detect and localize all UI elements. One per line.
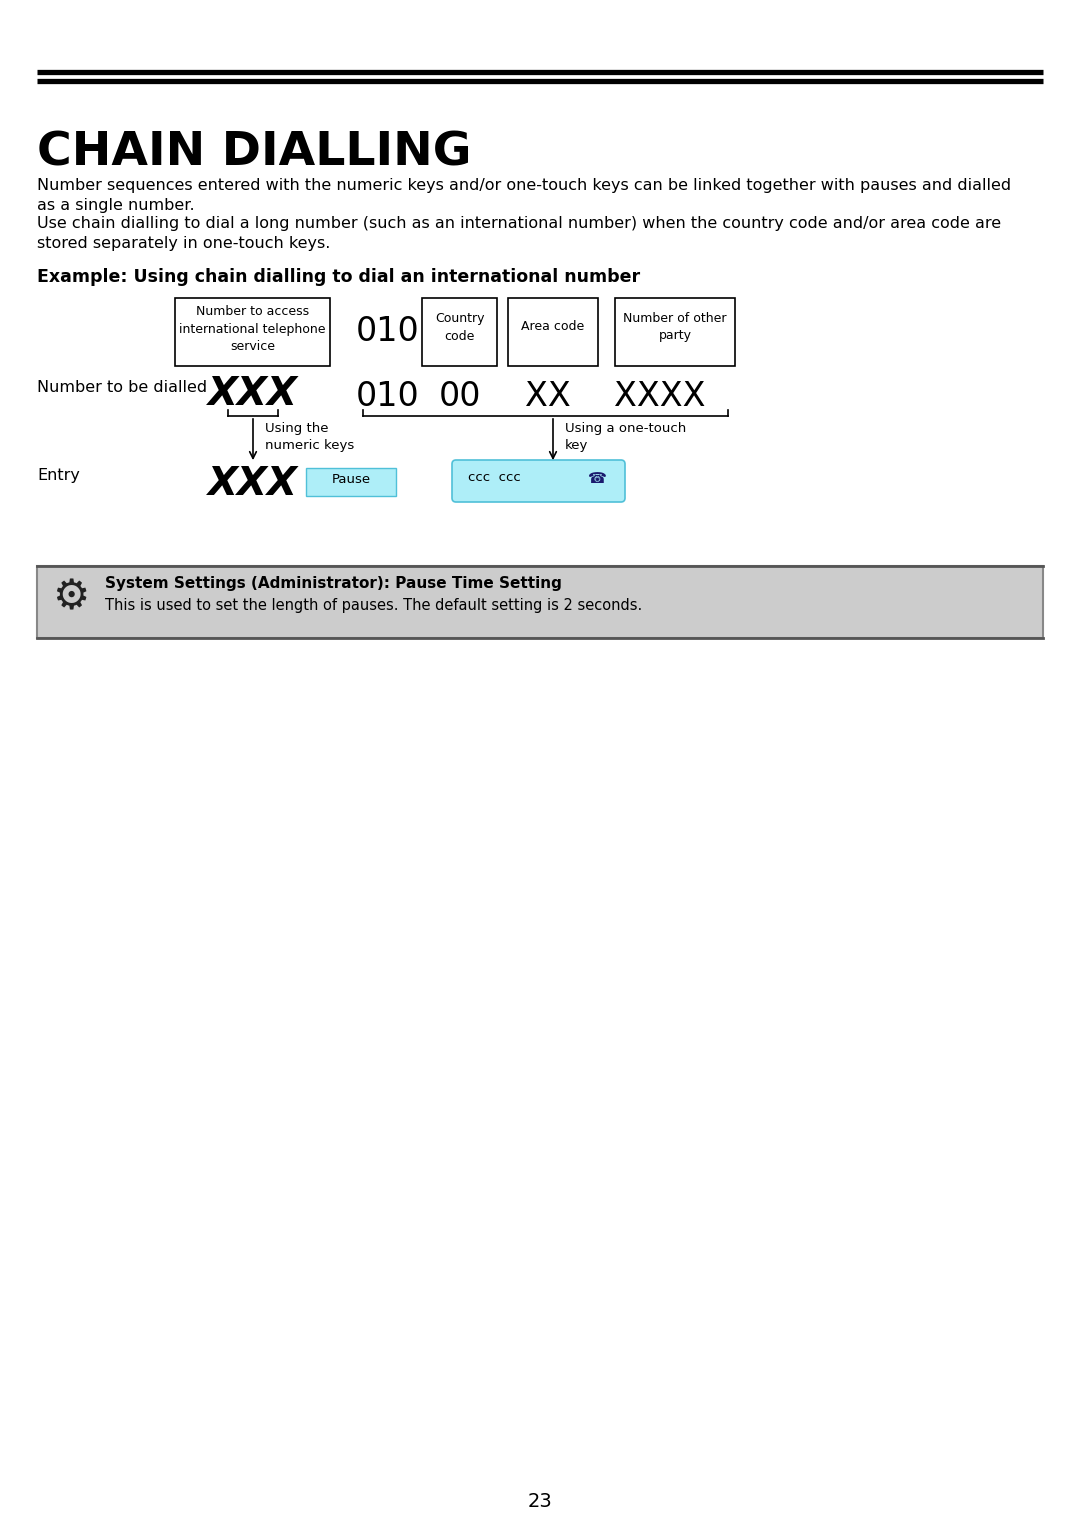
Bar — [615, 298, 735, 367]
Text: Number to be dialled: Number to be dialled — [37, 380, 207, 396]
Text: Number of other
party: Number of other party — [623, 312, 727, 342]
Bar — [175, 298, 330, 367]
Text: This is used to set the length of pauses. The default setting is 2 seconds.: This is used to set the length of pauses… — [105, 597, 643, 613]
Text: Country
code: Country code — [435, 312, 484, 342]
Text: Using the
numeric keys: Using the numeric keys — [265, 422, 354, 452]
Bar — [306, 468, 396, 497]
Text: 23: 23 — [528, 1491, 552, 1511]
FancyBboxPatch shape — [453, 460, 625, 503]
Text: 00: 00 — [438, 380, 482, 413]
Text: 010: 010 — [356, 380, 420, 413]
Text: XXXX: XXXX — [615, 380, 705, 413]
Text: XX: XX — [525, 380, 571, 413]
Text: as a single number.: as a single number. — [37, 199, 194, 212]
Text: ccc  ccc: ccc ccc — [468, 471, 521, 484]
Text: CHAIN DIALLING: CHAIN DIALLING — [37, 130, 472, 176]
Text: ☎: ☎ — [588, 471, 607, 486]
Text: ⚙: ⚙ — [52, 576, 90, 617]
Text: Using a one-touch
key: Using a one-touch key — [565, 422, 686, 452]
Text: 010: 010 — [356, 315, 420, 348]
Bar — [37, 565, 1043, 639]
Text: XXX: XXX — [208, 374, 298, 413]
Text: Entry: Entry — [37, 468, 80, 483]
Text: XXX: XXX — [208, 465, 298, 503]
Text: Area code: Area code — [522, 319, 584, 333]
Text: Number to access
international telephone
service: Number to access international telephone… — [179, 306, 326, 353]
Text: Example: Using chain dialling to dial an international number: Example: Using chain dialling to dial an… — [37, 267, 640, 286]
Text: Number sequences entered with the numeric keys and/or one-touch keys can be link: Number sequences entered with the numeri… — [37, 177, 1011, 193]
Bar — [508, 298, 598, 367]
Text: System Settings (Administrator): Pause Time Setting: System Settings (Administrator): Pause T… — [105, 576, 562, 591]
Bar — [422, 298, 497, 367]
Text: stored separately in one-touch keys.: stored separately in one-touch keys. — [37, 235, 330, 251]
Text: Use chain dialling to dial a long number (such as an international number) when : Use chain dialling to dial a long number… — [37, 215, 1001, 231]
Text: Pause: Pause — [332, 474, 370, 486]
